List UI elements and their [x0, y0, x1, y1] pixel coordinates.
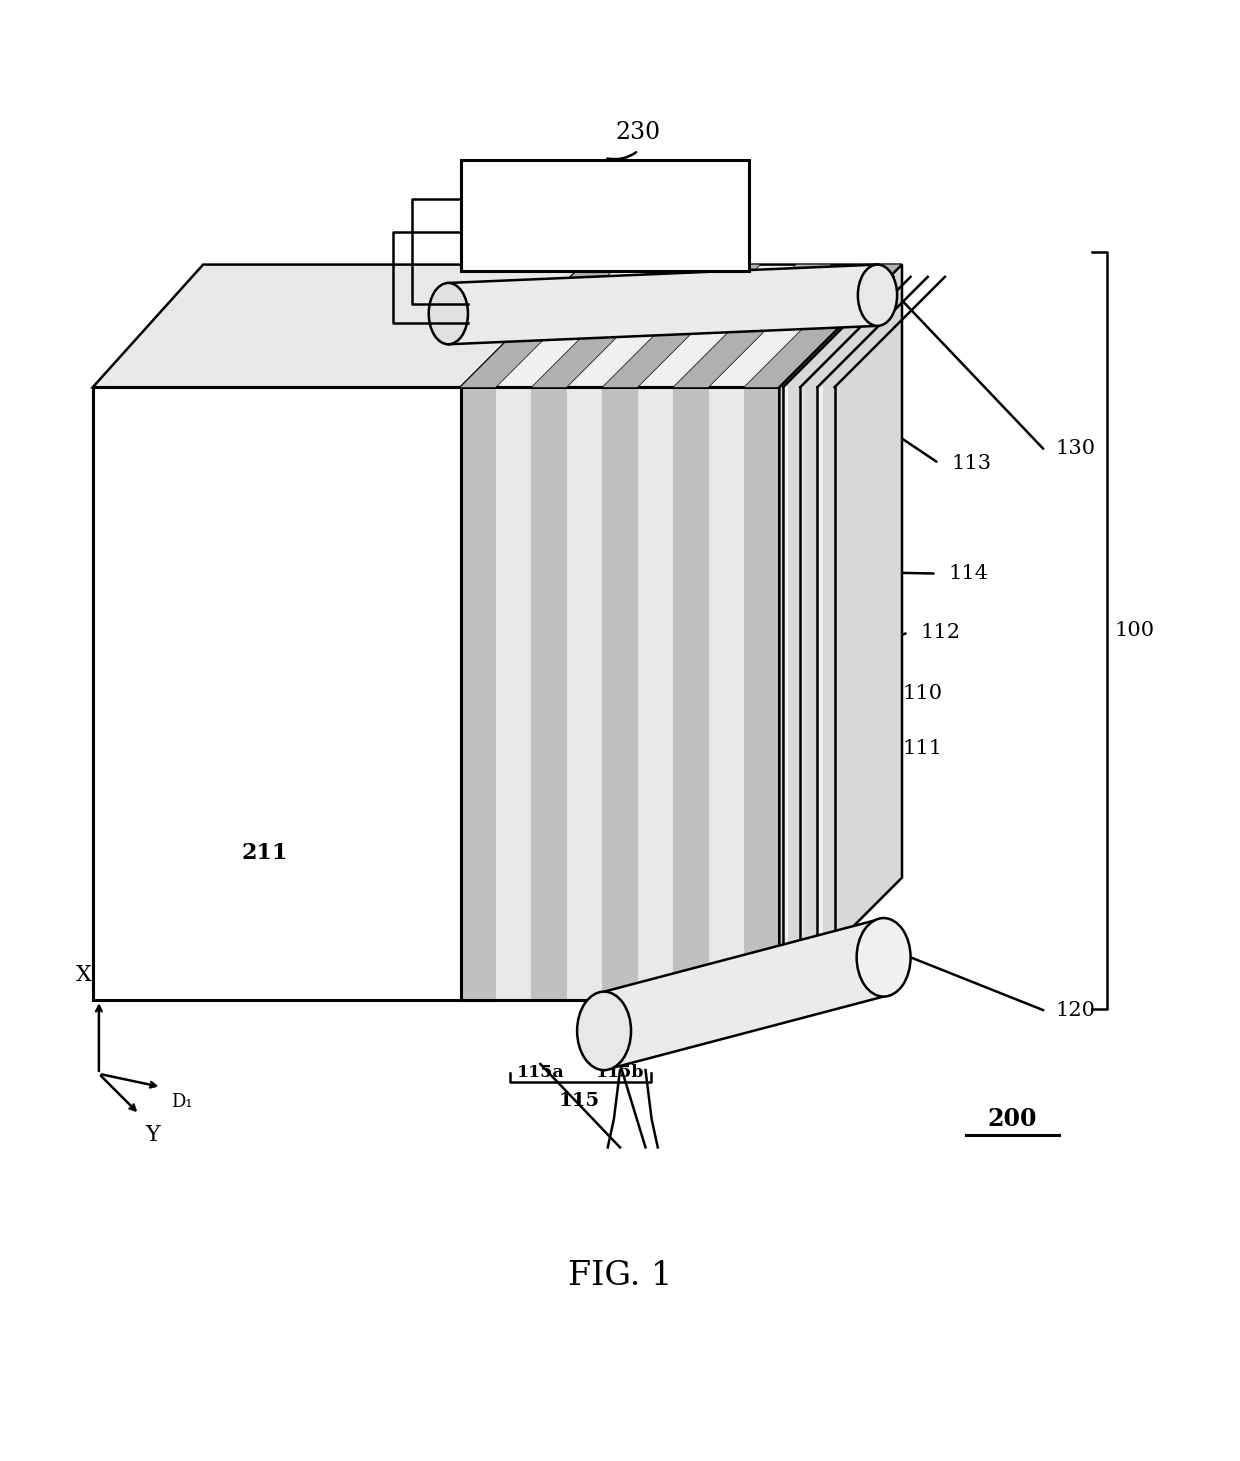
Polygon shape [637, 387, 673, 1001]
Polygon shape [784, 387, 789, 1001]
Polygon shape [828, 314, 853, 951]
Text: 114: 114 [949, 564, 988, 583]
Ellipse shape [858, 264, 897, 326]
Text: driving  module: driving module [531, 231, 680, 248]
Ellipse shape [577, 992, 631, 1069]
Polygon shape [800, 387, 806, 1001]
Text: 113: 113 [951, 454, 991, 473]
Text: Y: Y [145, 1124, 160, 1145]
Polygon shape [567, 387, 603, 1001]
Polygon shape [603, 264, 760, 387]
Polygon shape [603, 387, 637, 1001]
Polygon shape [460, 161, 749, 270]
Polygon shape [460, 387, 496, 1001]
Polygon shape [497, 264, 608, 1001]
Polygon shape [673, 264, 831, 387]
Text: 200: 200 [987, 1107, 1037, 1131]
Polygon shape [532, 387, 567, 1001]
Text: 110: 110 [901, 684, 942, 703]
Polygon shape [744, 387, 780, 1001]
Polygon shape [780, 362, 804, 1001]
Polygon shape [93, 387, 497, 1001]
Text: 115a: 115a [517, 1064, 564, 1081]
Text: FIG. 1: FIG. 1 [568, 1261, 672, 1292]
Text: 230: 230 [616, 121, 661, 145]
Ellipse shape [429, 283, 467, 345]
Polygon shape [804, 337, 828, 976]
Polygon shape [708, 387, 744, 1001]
Text: X: X [76, 964, 92, 986]
Polygon shape [780, 264, 901, 1001]
Text: 112: 112 [920, 622, 961, 641]
Text: Light  source: Light source [542, 190, 667, 207]
Text: 115: 115 [559, 1093, 600, 1110]
Text: 115b: 115b [595, 1064, 645, 1081]
Polygon shape [817, 387, 822, 1001]
Polygon shape [673, 387, 708, 1001]
Text: 120: 120 [1055, 1001, 1095, 1020]
Text: 111: 111 [901, 739, 942, 758]
Polygon shape [93, 264, 608, 387]
Ellipse shape [857, 918, 910, 996]
Polygon shape [460, 264, 619, 387]
Polygon shape [449, 264, 878, 345]
Polygon shape [604, 918, 884, 1069]
Polygon shape [532, 264, 689, 387]
Polygon shape [744, 264, 901, 387]
Text: 100: 100 [1114, 621, 1154, 640]
Polygon shape [878, 264, 901, 901]
Polygon shape [496, 387, 532, 1001]
Polygon shape [853, 289, 878, 926]
Polygon shape [835, 387, 839, 1001]
Polygon shape [460, 264, 901, 387]
Text: 211: 211 [241, 842, 288, 863]
Text: D₁: D₁ [171, 1093, 192, 1112]
Text: 130: 130 [1055, 438, 1095, 457]
